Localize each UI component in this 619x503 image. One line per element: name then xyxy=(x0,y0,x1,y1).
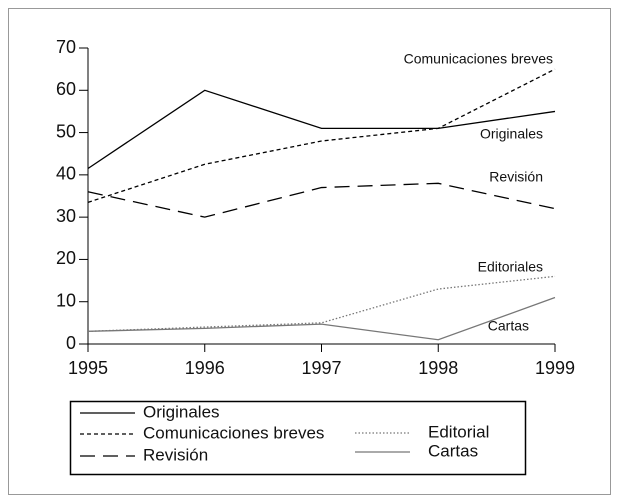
legend-box xyxy=(69,400,527,476)
x-tick-label: 1997 xyxy=(301,358,341,378)
frame xyxy=(8,8,611,495)
y-tick-label: 40 xyxy=(56,164,76,184)
annotation: Cartas xyxy=(488,318,529,334)
x-tick-label: 1996 xyxy=(185,358,225,378)
legend-label: Cartas xyxy=(428,441,478,460)
annotation: Originales xyxy=(480,126,543,142)
y-tick-label: 50 xyxy=(56,121,76,141)
legend-label: Editorial xyxy=(428,422,489,441)
annotation: Editoriales xyxy=(478,259,543,275)
annotation: Comunicaciones breves xyxy=(404,51,553,67)
y-tick-label: 30 xyxy=(56,206,76,226)
series-line xyxy=(87,89,556,170)
legend-label: Originales xyxy=(143,402,220,421)
series-line xyxy=(87,296,556,341)
annotation: Revisión xyxy=(489,169,543,185)
x-tick-label: 1999 xyxy=(535,358,575,378)
series-line xyxy=(87,275,556,332)
legend-label: Comunicaciones breves xyxy=(143,423,324,442)
y-tick-label: 60 xyxy=(56,79,76,99)
x-tick-label: 1998 xyxy=(418,358,458,378)
series-line xyxy=(87,182,556,218)
y-tick-label: 10 xyxy=(56,290,76,310)
y-tick-label: 70 xyxy=(56,37,76,57)
legend-label: Revisión xyxy=(143,445,208,464)
y-tick-label: 0 xyxy=(66,333,76,353)
series-line xyxy=(87,68,556,203)
y-tick-label: 20 xyxy=(56,248,76,268)
x-tick-label: 1995 xyxy=(68,358,108,378)
